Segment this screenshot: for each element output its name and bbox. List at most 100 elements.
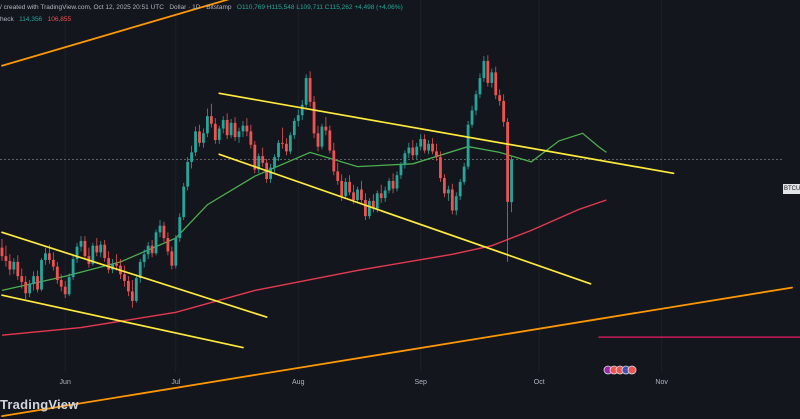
trendline-channel-b-upper[interactable] — [218, 92, 675, 175]
candle-body — [454, 196, 458, 211]
candle-body — [281, 142, 284, 144]
candle-body — [360, 189, 363, 200]
candle-body — [16, 261, 20, 277]
candle-body — [127, 280, 130, 292]
time-tick-label[interactable]: Aug — [292, 379, 305, 386]
candle-body — [328, 130, 332, 151]
ohlc-low: L109,711 — [296, 4, 323, 11]
candle-body — [225, 119, 229, 136]
candle-body — [51, 259, 55, 267]
candle-body — [506, 121, 509, 202]
candle-body — [375, 193, 379, 209]
candle-body — [352, 192, 355, 200]
candle-body — [217, 128, 221, 140]
candle-body — [399, 164, 403, 176]
candle-body — [67, 277, 71, 295]
trendline-long-upper[interactable] — [1, 0, 792, 67]
candle-body — [20, 276, 24, 282]
candle-body — [482, 60, 486, 79]
ohlc-change: +4,498 (+4.06%) — [354, 4, 403, 11]
time-axis[interactable]: Jun Jul Aug Sep Oct Nov — [60, 379, 669, 386]
candle-body — [336, 171, 340, 181]
ohlc-high: H115,548 — [266, 4, 295, 11]
candle-body — [209, 116, 213, 124]
candle-body — [178, 217, 182, 239]
candle-body — [237, 131, 241, 138]
candle-body — [450, 189, 454, 211]
candle-body — [170, 251, 174, 266]
ohlc-close: C115,262 — [324, 4, 353, 11]
time-tick-label[interactable]: Jul — [171, 379, 180, 386]
candle-body — [502, 100, 506, 122]
time-tick-label[interactable]: Jun — [60, 379, 71, 386]
candle-body — [24, 281, 28, 294]
candle-body — [206, 116, 209, 134]
candle-body — [285, 143, 288, 152]
symbol-description[interactable]: Dollar · 1D · Bitstamp — [169, 4, 232, 11]
candle-body — [427, 143, 430, 151]
time-tick-label[interactable]: Sep — [414, 379, 427, 386]
moving-average-slow — [1, 199, 607, 336]
indicator-label[interactable]: heck — [0, 16, 14, 23]
indicator-value-slow: 106,855 — [47, 16, 72, 23]
event-icons[interactable] — [603, 365, 637, 375]
trendline-channel-a-lower[interactable] — [1, 294, 244, 349]
candle-body — [443, 178, 446, 194]
candle-body — [419, 139, 423, 147]
candle-body — [8, 260, 12, 270]
created-text: created with TradingView.com, Oct 12, 20… — [3, 4, 164, 11]
trendline-channel-b-lower[interactable] — [218, 153, 592, 285]
candle-body — [12, 261, 16, 270]
candle-body — [415, 146, 419, 156]
candle-body — [123, 274, 126, 281]
candle-body — [478, 78, 482, 95]
candle-body — [44, 253, 47, 260]
candle-body — [158, 225, 162, 233]
candle-body — [300, 104, 304, 116]
candle-body — [4, 256, 8, 261]
time-tick-label[interactable]: Oct — [534, 379, 545, 386]
candle-body — [383, 190, 387, 199]
candle-body — [103, 244, 107, 259]
candle-body — [63, 286, 67, 295]
candle-body — [36, 276, 39, 290]
candle-body — [154, 232, 158, 254]
candle-body — [221, 119, 225, 129]
candle-body — [446, 189, 450, 194]
candle-body — [249, 131, 253, 145]
candle-body — [91, 245, 95, 264]
candle-body — [340, 180, 344, 197]
chart-header-line1: / created with TradingView.com, Oct 12, … — [0, 4, 403, 11]
time-tick-label[interactable]: Nov — [655, 379, 668, 386]
candle-body — [316, 133, 320, 147]
candle-body — [407, 147, 411, 154]
trendline-channel-a-upper[interactable] — [1, 231, 268, 318]
candle-body — [277, 142, 280, 158]
candle-body — [387, 180, 391, 191]
candle-body — [202, 133, 205, 143]
candle-body — [79, 240, 83, 247]
candle-body — [166, 238, 170, 252]
candle-body — [423, 139, 427, 151]
candles — [0, 55, 513, 308]
candle-body — [379, 193, 383, 199]
candle-body — [55, 266, 59, 280]
candle-body — [273, 157, 276, 168]
candle-body — [130, 291, 134, 301]
candle-body — [115, 263, 118, 266]
candle-body — [356, 189, 359, 200]
candle-body — [364, 199, 367, 217]
candle-body — [395, 175, 399, 189]
candle-body — [111, 263, 114, 270]
candle-body — [245, 125, 249, 132]
candle-body — [95, 245, 99, 253]
chart-header-line2: heck 114,356 106,855 — [0, 16, 71, 23]
event-flag-icon[interactable] — [627, 365, 637, 375]
trendline-long-lower[interactable] — [1, 286, 793, 418]
candle-body — [312, 101, 316, 134]
candle-body — [134, 278, 138, 301]
candle-body — [174, 238, 178, 266]
